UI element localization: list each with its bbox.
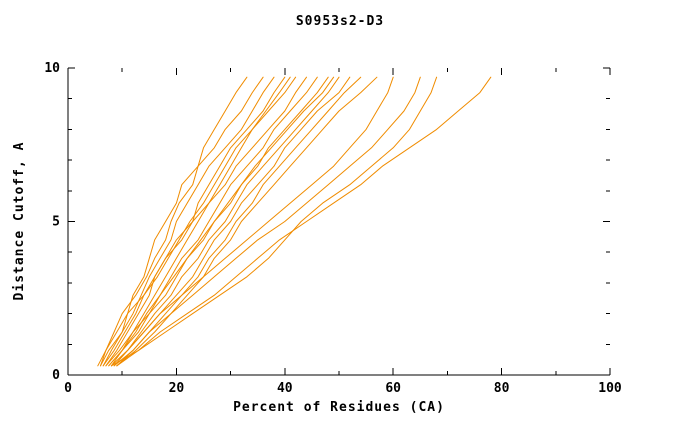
data-curve	[108, 76, 335, 367]
data-curve	[113, 76, 351, 367]
x-tick-label: 60	[385, 381, 401, 396]
x-tick-label: 40	[277, 381, 293, 396]
data-curve	[108, 76, 318, 367]
data-curve	[102, 76, 291, 367]
data-curve	[110, 76, 438, 367]
data-curve	[100, 76, 264, 367]
data-curve	[97, 76, 248, 367]
x-tick-label: 0	[64, 381, 72, 396]
x-tick-label: 20	[169, 381, 185, 396]
data-curve	[113, 76, 421, 367]
x-tick-label: 80	[494, 381, 510, 396]
chart-title: S0953s2-D3	[295, 14, 385, 29]
y-tick-label: 10	[44, 61, 60, 76]
y-tick-label: 0	[52, 368, 60, 383]
x-axis-title: Percent of Residues (CA)	[233, 400, 445, 415]
data-curve	[110, 76, 340, 367]
y-tick-label: 5	[52, 215, 60, 230]
x-tick-label: 100	[598, 381, 622, 396]
data-curve	[116, 76, 378, 367]
data-curve	[100, 76, 275, 367]
data-curve	[105, 76, 297, 367]
data-curve	[116, 76, 492, 367]
data-curve	[110, 76, 394, 367]
data-curve	[105, 76, 307, 367]
data-curve	[116, 76, 362, 367]
y-axis-title: Distance Cutoff, A	[12, 141, 27, 301]
